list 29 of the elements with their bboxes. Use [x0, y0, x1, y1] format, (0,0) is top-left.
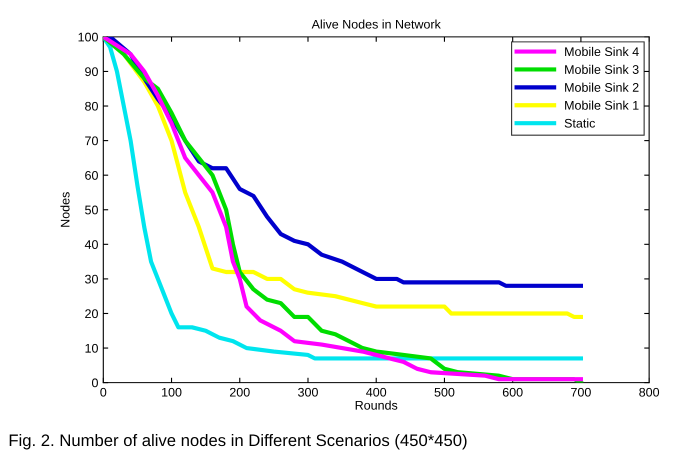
y-tick-label: 60 [85, 170, 98, 180]
x-tick-label: 100 [162, 388, 182, 397]
y-tick-label: 10 [85, 344, 98, 353]
x-tick-label: 600 [502, 388, 523, 397]
x-tick-label: 400 [366, 388, 386, 397]
x-tick-label: 500 [434, 388, 454, 397]
y-tick-label: 40 [84, 240, 98, 249]
y-tick-label: 50 [85, 206, 98, 214]
legend-label: Mobile Sink 4 [565, 46, 639, 56]
legend-label: Mobile Sink 2 [565, 82, 639, 92]
y-tick-label: 30 [85, 274, 98, 284]
x-axis-title: Rounds [356, 400, 398, 410]
y-tick-label: 80 [85, 102, 98, 111]
caption: Fig. 2. Number of alive nodes in Different Scenarios (450*450) [10, 434, 467, 450]
x-tick-label: 0 [100, 388, 106, 397]
x-tick-label: 700 [571, 388, 591, 397]
x-tick-label: 300 [298, 388, 318, 397]
y-axis-title: Nodes [60, 192, 70, 227]
y-tick-label: 0 [92, 378, 98, 388]
x-tick-label: 800 [639, 388, 660, 397]
chart-title: Alive Nodes in Network [312, 19, 441, 29]
legend-label: Static [564, 118, 596, 128]
y-tick-label: 70 [85, 136, 98, 146]
legend-label: Mobile Sink 1 [565, 100, 639, 110]
legend-label: Mobile Sink 3 [565, 64, 639, 74]
y-tick-label: 100 [78, 32, 98, 42]
x-tick-label: 200 [230, 388, 250, 397]
y-tick-label: 20 [85, 309, 98, 318]
y-tick-label: 90 [85, 67, 98, 76]
